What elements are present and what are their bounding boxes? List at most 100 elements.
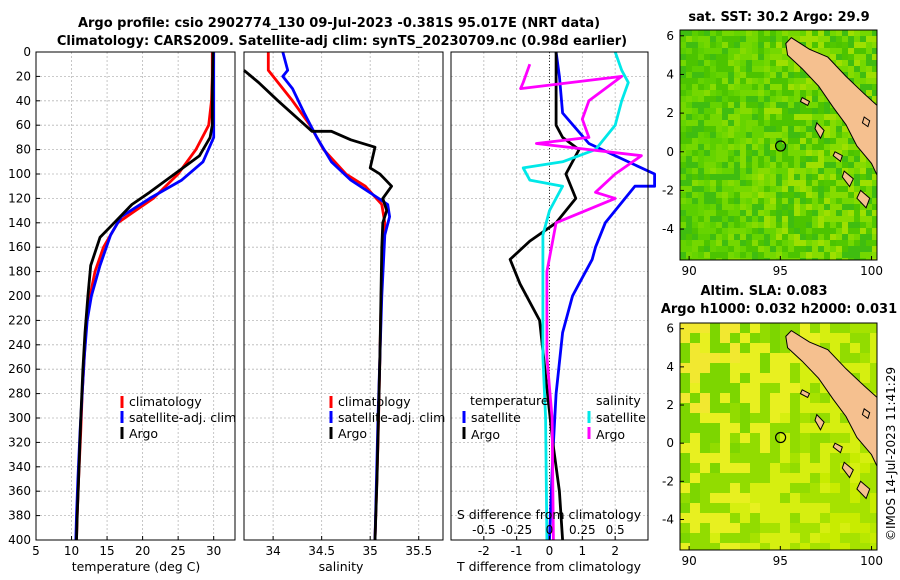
field-cell xyxy=(764,84,771,91)
field-cell xyxy=(704,108,711,115)
field-cell xyxy=(730,433,741,444)
field-cell xyxy=(698,246,705,253)
field-cell xyxy=(842,168,849,175)
field-cell xyxy=(870,513,877,524)
field-cell xyxy=(850,453,861,464)
field-cell xyxy=(850,503,861,514)
field-cell xyxy=(750,333,761,344)
field-cell xyxy=(790,393,801,404)
field-cell xyxy=(848,144,855,151)
field-cell xyxy=(810,393,821,404)
field-cell xyxy=(690,523,701,534)
field-cell xyxy=(776,60,783,67)
sst-map-title: sat. SST: 30.2 Argo: 29.9 xyxy=(688,10,869,25)
field-cell xyxy=(716,174,723,181)
field-cell xyxy=(848,60,855,67)
field-cell xyxy=(710,114,717,121)
field-cell xyxy=(686,138,693,145)
map-lat-label: -2 xyxy=(662,474,674,488)
legend-t-argo: Argo xyxy=(471,427,500,442)
field-cell xyxy=(788,156,795,163)
field-cell xyxy=(740,483,751,494)
field-cell xyxy=(722,126,729,133)
field-cell xyxy=(800,252,807,259)
field-cell xyxy=(810,543,821,550)
field-cell xyxy=(680,120,687,127)
field-cell xyxy=(860,222,867,229)
field-cell xyxy=(740,126,747,133)
legend-salinity-title: salinity xyxy=(596,393,641,408)
field-cell xyxy=(764,114,771,121)
field-cell xyxy=(764,210,771,217)
field-cell xyxy=(860,60,867,67)
field-cell xyxy=(806,126,813,133)
field-cell xyxy=(740,433,751,444)
field-cell xyxy=(728,216,735,223)
field-cell xyxy=(710,84,717,91)
field-cell xyxy=(680,60,687,67)
field-cell xyxy=(806,138,813,145)
field-cell xyxy=(782,120,789,127)
field-cell xyxy=(710,72,717,79)
field-cell xyxy=(704,174,711,181)
field-cell xyxy=(840,453,851,464)
field-cell xyxy=(704,156,711,163)
field-cell xyxy=(860,503,871,514)
field-cell xyxy=(788,192,795,199)
field-cell xyxy=(760,473,771,484)
field-cell xyxy=(820,413,831,424)
field-cell xyxy=(824,210,831,217)
field-cell xyxy=(700,513,711,524)
field-cell xyxy=(782,30,789,37)
field-cell xyxy=(680,373,691,384)
field-cell xyxy=(794,30,801,37)
field-cell xyxy=(842,36,849,43)
field-cell xyxy=(692,42,699,49)
field-cell xyxy=(750,343,761,354)
field-cell xyxy=(692,66,699,73)
field-cell xyxy=(716,78,723,85)
field-cell xyxy=(830,523,841,534)
field-cell xyxy=(848,168,855,175)
field-cell xyxy=(824,252,831,259)
field-cell xyxy=(698,48,705,55)
field-cell xyxy=(800,198,807,205)
field-cell xyxy=(830,168,837,175)
field-cell xyxy=(820,523,831,534)
field-cell xyxy=(722,174,729,181)
field-cell xyxy=(680,168,687,175)
field-cell xyxy=(836,216,843,223)
field-cell xyxy=(752,102,759,109)
field-cell xyxy=(848,162,855,169)
field-cell xyxy=(680,66,687,73)
field-cell xyxy=(866,246,873,253)
sla-map-frame xyxy=(679,322,878,551)
field-cell xyxy=(824,102,831,109)
field-cell xyxy=(752,48,759,55)
field-cell xyxy=(866,66,873,73)
field-cell xyxy=(704,84,711,91)
field-cell xyxy=(860,216,867,223)
field-cell xyxy=(758,42,765,49)
field-cell xyxy=(780,343,791,354)
field-cell xyxy=(680,403,691,414)
field-cell xyxy=(790,453,801,464)
field-cell xyxy=(818,48,825,55)
field-cell xyxy=(722,78,729,85)
field-cell xyxy=(818,138,825,145)
field-cell xyxy=(680,78,687,85)
field-cell xyxy=(728,60,735,67)
field-cell xyxy=(866,204,873,211)
field-cell xyxy=(866,216,873,223)
field-cell xyxy=(866,162,873,169)
field-cell xyxy=(692,36,699,43)
field-cell xyxy=(758,84,765,91)
field-cell xyxy=(716,90,723,97)
field-cell xyxy=(782,114,789,121)
field-cell xyxy=(680,543,691,550)
field-cell xyxy=(692,168,699,175)
field-cell xyxy=(818,42,825,49)
field-cell xyxy=(730,533,741,544)
field-cell xyxy=(780,533,791,544)
field-cell xyxy=(728,198,735,205)
